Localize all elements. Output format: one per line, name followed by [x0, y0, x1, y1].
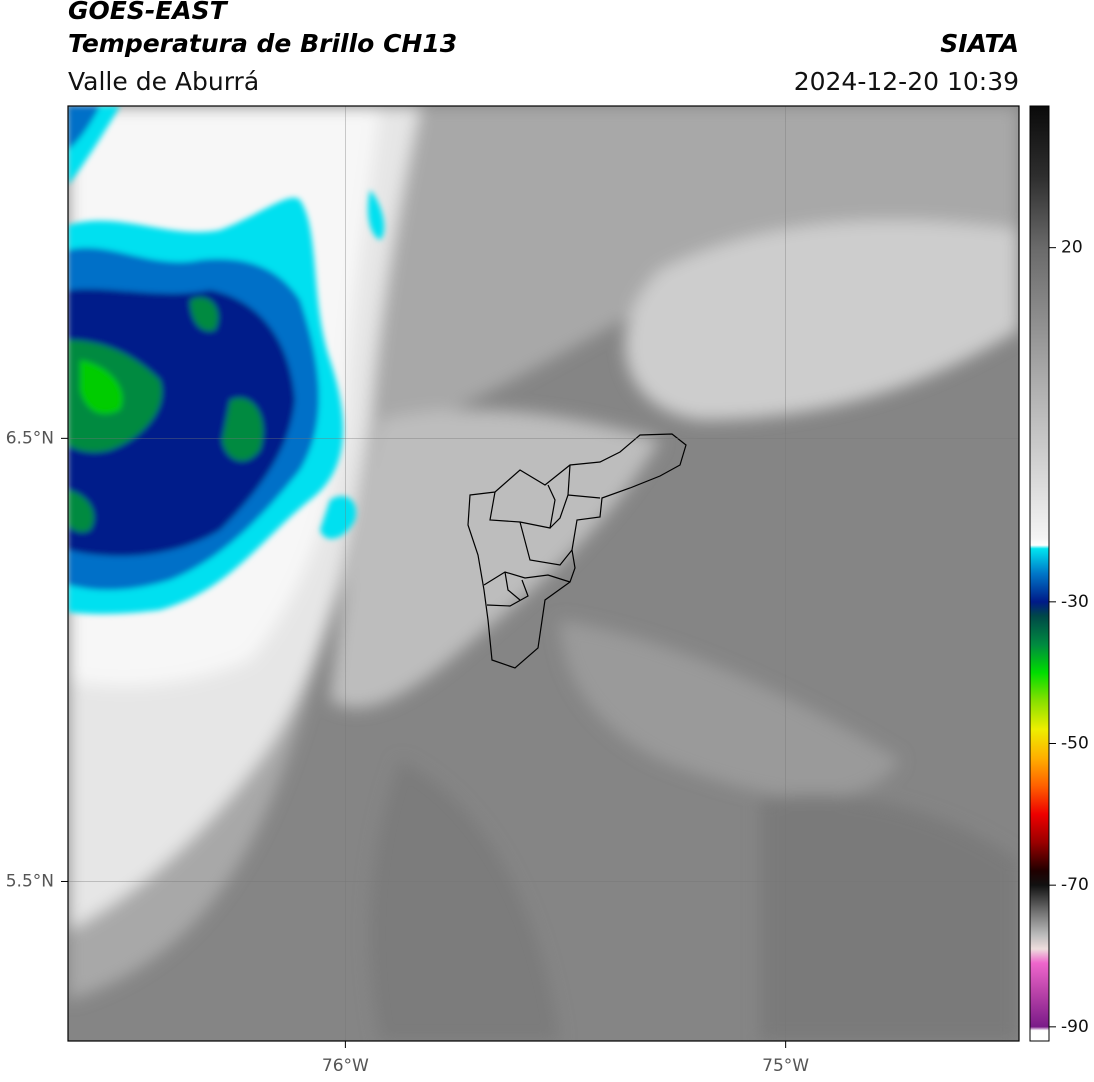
datetime: 2024-12-20 10:39: [794, 67, 1019, 96]
colorbar-tick-label: -70: [1061, 875, 1089, 895]
colorbar-tick-label: -30: [1061, 592, 1089, 612]
y-tick-label: 6.5°N: [6, 428, 54, 448]
subtitle: Temperatura de Brillo CH13: [68, 29, 457, 58]
x-tick-label: 75°W: [762, 1056, 809, 1076]
colorbar: [1029, 105, 1050, 1042]
source: SIATA: [940, 29, 1019, 58]
colorbar-tick-label: -90: [1061, 1017, 1089, 1037]
region: Valle de Aburrá: [68, 67, 259, 96]
map-frame: [67, 105, 1020, 1042]
aburra-valley-outline: [467, 433, 687, 669]
satellite-image: [68, 106, 1019, 1041]
colorbar-tick-label: 20: [1061, 238, 1083, 258]
title: GOES-EAST: [68, 0, 229, 25]
x-tick-label: 76°W: [322, 1056, 369, 1076]
colorbar-tick-label: -50: [1061, 734, 1089, 754]
y-tick-label: 5.5°N: [6, 871, 54, 891]
